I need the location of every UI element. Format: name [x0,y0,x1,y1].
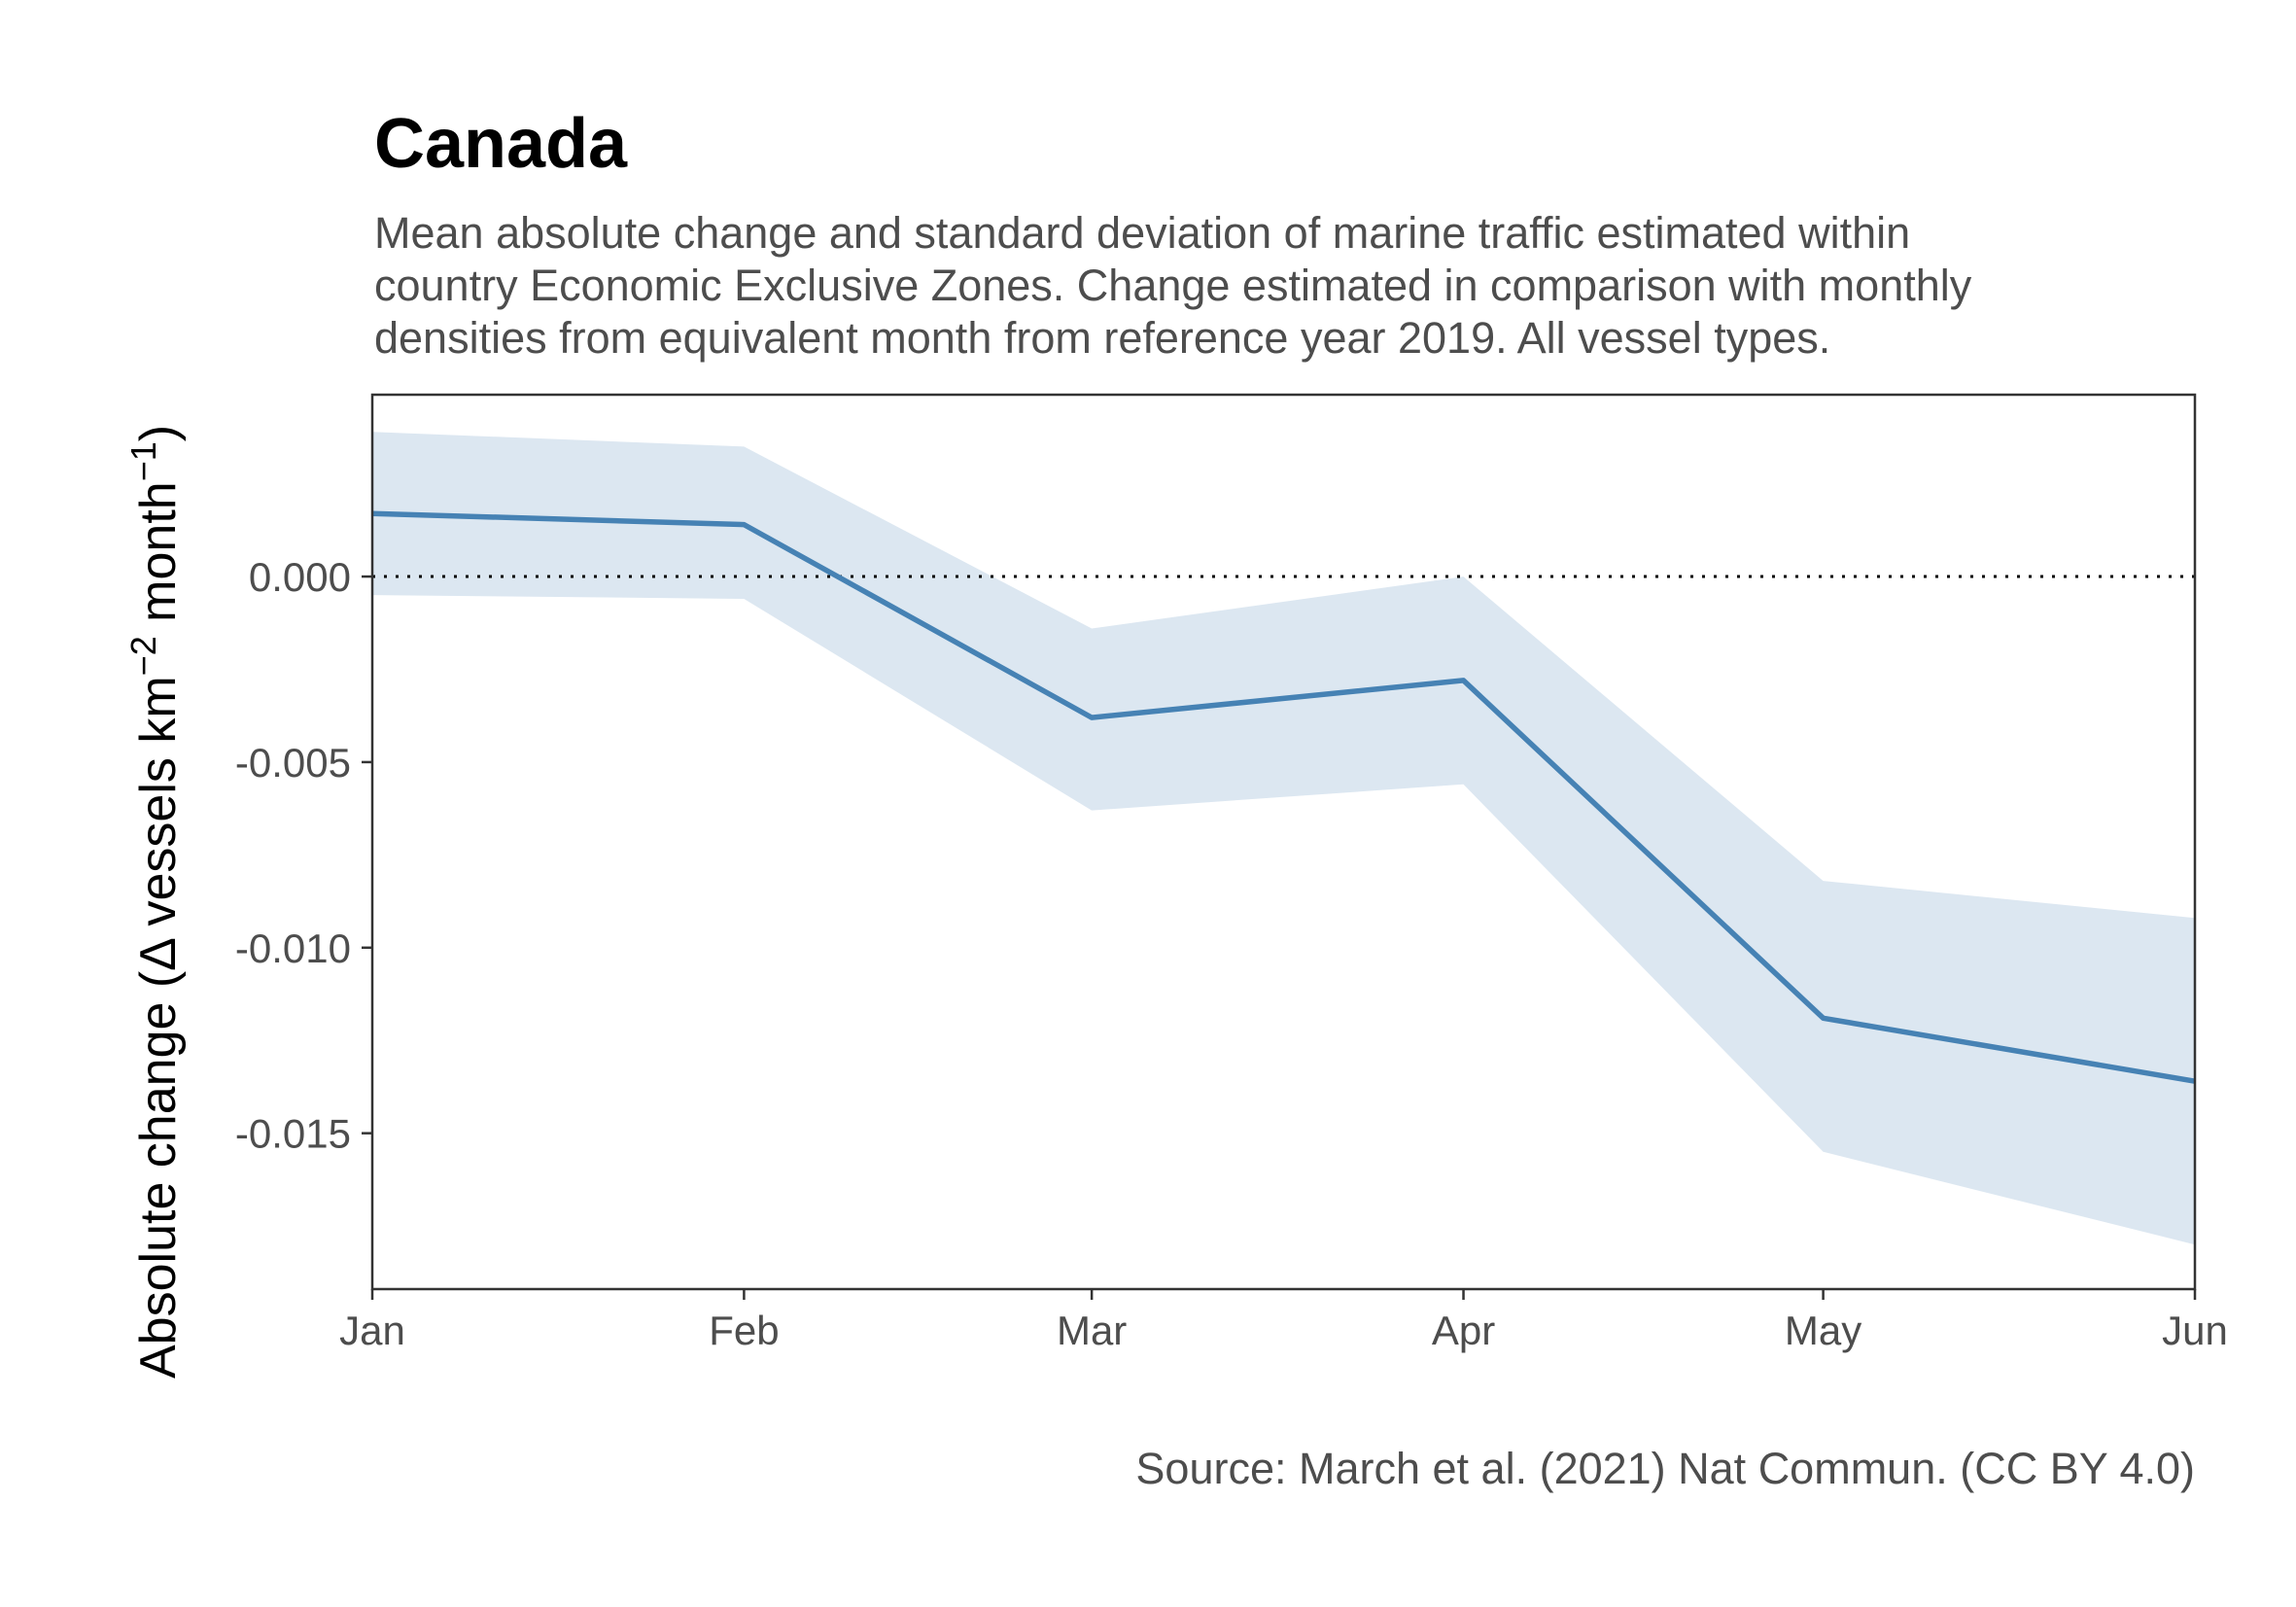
chart-subtitle-line-2: country Economic Exclusive Zones. Change… [374,261,1972,310]
mean-change-line [371,510,2196,1084]
panel-border [370,393,2197,1291]
sd-ribbon [372,432,2195,1245]
x-tick-label: Jun [2162,1308,2228,1353]
y-axis-label-delta: Δ [130,938,187,971]
y-axis-label-exponent-km: −2 [123,636,163,676]
y-axis-label: Absolute change (Δ vessels km−2 month−1) [123,425,187,1379]
chart-subtitle-line-3: densities from equivalent month from ref… [374,313,1830,363]
chart-title: Canada [374,105,628,183]
chart-subtitle-line-1: Mean absolute change and standard deviat… [374,208,1910,258]
y-axis-label-prefix: Absolute change ( [130,970,187,1379]
y-axis-label-exponent-month: −1 [123,441,163,481]
y-tick-label: -0.005 [235,740,351,786]
x-tick-label: Jan [339,1308,405,1353]
y-tick-label: 0.000 [249,554,351,600]
x-tick-label: Feb [709,1308,779,1353]
y-tick-label: -0.015 [235,1111,351,1157]
chart-caption: Source: March et al. (2021) Nat Commun. … [1135,1444,2195,1493]
x-tick-label: Mar [1057,1308,1127,1353]
y-tick-label: -0.010 [235,926,351,971]
x-tick-label: Apr [1432,1308,1495,1353]
plot-area: 0.000 -0.005 -0.010 -0.015 Jan Feb Mar Apr May Ju… [235,393,2228,1353]
y-axis-label-suffix: ) [130,425,187,441]
y-axis-label-main: vessels km [130,676,187,940]
x-tick-label: May [1785,1308,1861,1353]
y-axis-label-month: month [130,481,187,636]
